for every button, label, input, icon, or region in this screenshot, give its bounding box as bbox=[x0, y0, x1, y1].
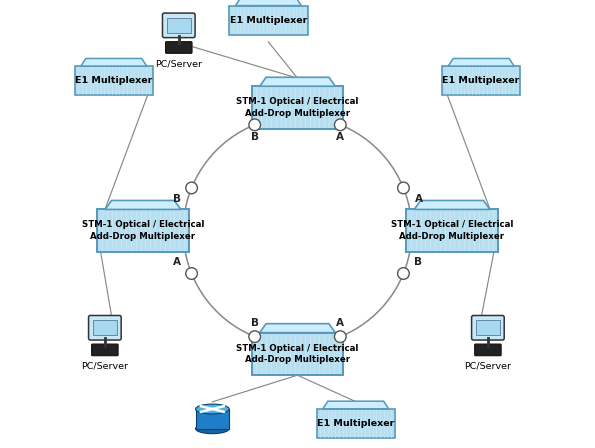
Text: E1 Multiplexer: E1 Multiplexer bbox=[75, 76, 152, 85]
Text: E1 Multiplexer: E1 Multiplexer bbox=[443, 76, 520, 85]
FancyBboxPatch shape bbox=[252, 86, 343, 129]
Text: STM-1 Optical / Electrical
Add-Drop Multiplexer: STM-1 Optical / Electrical Add-Drop Mult… bbox=[391, 220, 513, 241]
FancyBboxPatch shape bbox=[162, 13, 195, 38]
Polygon shape bbox=[196, 409, 229, 429]
Circle shape bbox=[186, 268, 198, 280]
Circle shape bbox=[334, 331, 346, 342]
Text: B: B bbox=[415, 257, 422, 267]
Text: PC/Server: PC/Server bbox=[155, 60, 202, 69]
Polygon shape bbox=[259, 77, 336, 86]
FancyBboxPatch shape bbox=[93, 320, 117, 335]
FancyBboxPatch shape bbox=[317, 409, 395, 438]
FancyBboxPatch shape bbox=[475, 344, 501, 356]
Text: B: B bbox=[251, 319, 259, 328]
Circle shape bbox=[397, 182, 409, 194]
Text: PC/Server: PC/Server bbox=[82, 362, 129, 371]
FancyBboxPatch shape bbox=[406, 210, 498, 252]
Text: PC/Server: PC/Server bbox=[465, 362, 511, 371]
FancyBboxPatch shape bbox=[252, 332, 343, 375]
Polygon shape bbox=[81, 59, 147, 66]
Text: STM-1 Optical / Electrical
Add-Drop Multiplexer: STM-1 Optical / Electrical Add-Drop Mult… bbox=[236, 97, 359, 118]
Ellipse shape bbox=[196, 424, 229, 434]
Circle shape bbox=[186, 182, 198, 194]
Circle shape bbox=[334, 119, 346, 131]
FancyBboxPatch shape bbox=[442, 66, 521, 95]
Text: A: A bbox=[336, 319, 344, 328]
Text: A: A bbox=[415, 194, 422, 204]
Polygon shape bbox=[323, 401, 389, 409]
FancyBboxPatch shape bbox=[167, 18, 190, 33]
FancyBboxPatch shape bbox=[97, 210, 189, 252]
FancyBboxPatch shape bbox=[92, 344, 118, 356]
Text: E1 Multiplexer: E1 Multiplexer bbox=[317, 419, 394, 428]
Ellipse shape bbox=[196, 404, 229, 414]
Text: STM-1 Optical / Electrical
Add-Drop Multiplexer: STM-1 Optical / Electrical Add-Drop Mult… bbox=[236, 344, 359, 364]
Text: B: B bbox=[173, 194, 180, 204]
FancyBboxPatch shape bbox=[472, 315, 504, 340]
Text: A: A bbox=[173, 257, 180, 267]
Polygon shape bbox=[105, 201, 181, 210]
FancyBboxPatch shape bbox=[229, 5, 308, 35]
Polygon shape bbox=[448, 59, 514, 66]
Circle shape bbox=[397, 268, 409, 280]
Circle shape bbox=[249, 119, 261, 131]
FancyBboxPatch shape bbox=[165, 42, 192, 53]
Text: A: A bbox=[336, 132, 344, 142]
FancyBboxPatch shape bbox=[476, 320, 500, 335]
Text: STM-1 Optical / Electrical
Add-Drop Multiplexer: STM-1 Optical / Electrical Add-Drop Mult… bbox=[82, 220, 204, 241]
Text: B: B bbox=[251, 132, 259, 142]
Text: E1 Multiplexer: E1 Multiplexer bbox=[230, 16, 307, 25]
FancyBboxPatch shape bbox=[74, 66, 153, 95]
Circle shape bbox=[249, 331, 261, 342]
Polygon shape bbox=[236, 0, 301, 6]
FancyBboxPatch shape bbox=[89, 315, 121, 340]
Polygon shape bbox=[414, 201, 490, 210]
Polygon shape bbox=[259, 323, 336, 332]
